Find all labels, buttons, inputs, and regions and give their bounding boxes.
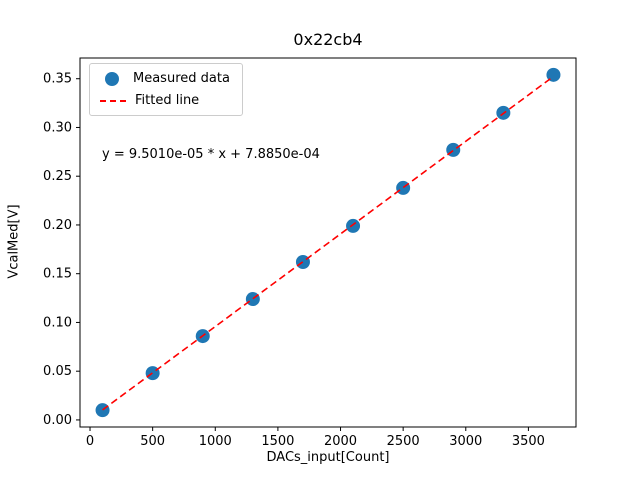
x-tick-label: 3500 — [512, 434, 545, 449]
fit-equation-annotation: y = 9.5010e-05 * x + 7.8850e-04 — [102, 147, 320, 162]
data-point — [346, 218, 361, 233]
x-tick-label: 2500 — [387, 434, 420, 449]
y-tick-label: 0.15 — [43, 267, 72, 282]
plot-border — [79, 57, 577, 428]
fitted-line-marker-icon — [100, 99, 126, 102]
y-tick-label: 0.25 — [43, 169, 72, 184]
y-tick-label: 0.35 — [43, 72, 72, 87]
y-axis-label: VcalMed[V] — [6, 204, 22, 279]
y-tick-label: 0.10 — [43, 315, 72, 330]
legend-label-measured-data: Measured data — [133, 71, 230, 86]
x-tick-label: 3000 — [449, 434, 482, 449]
y-tick-label: 0.05 — [43, 364, 72, 379]
x-tick-label: 500 — [140, 434, 165, 449]
fit-line — [102, 75, 554, 411]
y-tick-label: 0.20 — [43, 218, 72, 233]
x-tick-label: 0 — [86, 434, 94, 449]
legend: Measured data Fitted line — [89, 63, 243, 116]
legend-label-fitted-line: Fitted line — [135, 93, 200, 108]
x-tick-label: 2000 — [324, 434, 357, 449]
x-axis-label: DACs_input[Count] — [266, 450, 390, 465]
measured-data-marker-icon — [105, 71, 119, 86]
x-tick-label: 1500 — [261, 434, 294, 449]
y-tick-label: 0.00 — [43, 413, 72, 428]
legend-item-fitted-line: Fitted line — [100, 93, 230, 108]
y-tick-label: 0.30 — [43, 120, 72, 135]
x-tick-label: 1000 — [199, 434, 232, 449]
chart-title: 0x22cb4 — [293, 30, 363, 49]
legend-item-measured-data: Measured data — [100, 71, 230, 86]
